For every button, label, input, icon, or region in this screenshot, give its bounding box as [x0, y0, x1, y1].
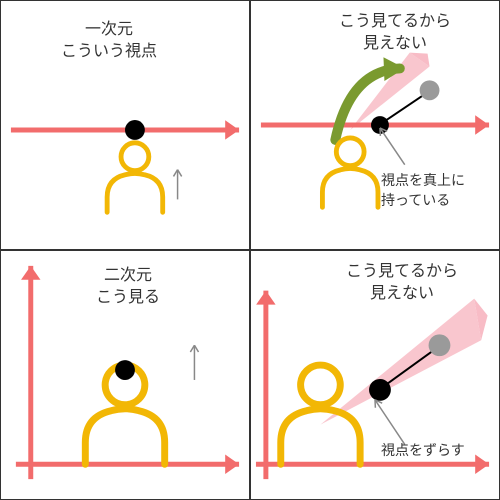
caption-tl: 一次元 こういう視点: [61, 19, 157, 64]
note-tr: 視点を真上に 持っている: [381, 171, 465, 210]
caption-br: こう見てるから 見えない: [346, 261, 458, 306]
panel-top-right: こう見てるから 見えない 視点を真上に 持っている: [250, 0, 500, 250]
panel-bottom-right: こう見てるから 見えない 視点をずらす: [250, 250, 500, 500]
caption-tr: こう見てるから 見えない: [339, 11, 451, 56]
panel-bottom-left: 二次元 こう見る: [0, 250, 250, 500]
note-br: 視点をずらす: [381, 441, 465, 461]
diagram-grid: 一次元 こういう視点 こう見てるから 見えない 視点を真上に 持っている 二次元…: [0, 0, 500, 500]
panel-top-left: 一次元 こういう視点: [0, 0, 250, 250]
caption-bl: 二次元 こう見る: [96, 265, 160, 310]
